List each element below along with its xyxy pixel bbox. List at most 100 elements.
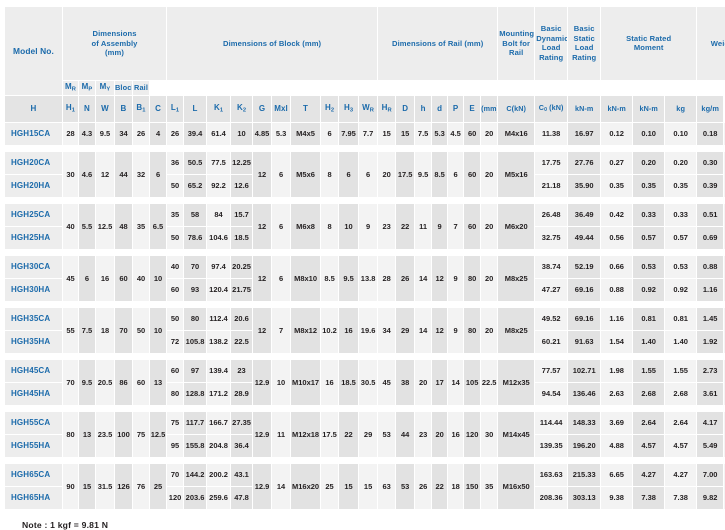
sub-y: Y	[106, 86, 110, 92]
block-L1-cell: 65.2	[184, 175, 207, 198]
static-load-cell: 91.63	[568, 331, 601, 354]
block-K1-cell: 18.5	[231, 227, 253, 250]
block-Mxl-cell: M10x17	[291, 360, 321, 406]
sub-1: 1	[72, 108, 75, 114]
block-L-cell: 104.6	[207, 227, 231, 250]
mounting-bolt-cell: M12x35	[498, 360, 535, 406]
rail-P-cell: 105	[464, 360, 481, 406]
block-L1-cell: 78.6	[184, 227, 207, 250]
block-C-cell: 75	[167, 412, 184, 435]
header-col-P: P	[448, 96, 464, 123]
moment-mp-cell: 2.64	[633, 412, 665, 435]
block-H3-cell: 7.7	[359, 123, 378, 146]
rail-P-cell: 80	[464, 308, 481, 354]
block-K2-cell: 12.9	[253, 464, 272, 510]
block-Mxl-cell: M8x12	[291, 308, 321, 354]
header-col-N: N	[79, 96, 96, 123]
dynamic-load-cell: 11.38	[535, 123, 568, 146]
moment-my-cell: 0.33	[665, 204, 697, 227]
static-load-cell: 69.16	[568, 308, 601, 331]
block-C-cell: 120	[167, 487, 184, 510]
header-unit-mr: kN-m	[568, 96, 601, 123]
rail-P-cell: 150	[464, 464, 481, 510]
rail-D-cell: 11	[415, 204, 432, 250]
header-moment-mr: MR	[63, 80, 79, 95]
moment-mr-cell: 1.54	[601, 331, 633, 354]
block-G-cell: 11	[272, 412, 291, 458]
header-col-C: C	[150, 96, 167, 123]
header-unit-rail-kgm: kg/m	[697, 96, 724, 123]
block-H2-cell: 15	[339, 464, 359, 510]
block-L1-cell: 117.7	[184, 412, 207, 435]
note-text: Note : 1 kgf = 9.81 N	[22, 520, 721, 530]
block-G-cell: 6	[272, 152, 291, 198]
rail-E-cell: 20	[481, 256, 498, 302]
moment-my-cell: 1.40	[665, 331, 697, 354]
block-T-cell: 8	[321, 152, 339, 198]
specification-table: Model No. Dimensions of Assembly (mm) Di…	[4, 6, 725, 510]
rail-HR-cell: 26	[396, 256, 415, 302]
assembly-B-cell: 76	[133, 464, 150, 510]
moment-mr-cell: 0.35	[601, 175, 633, 198]
block-H2-cell: 10	[339, 204, 359, 250]
moment-mr-cell: 1.16	[601, 308, 633, 331]
block-G-cell: 14	[272, 464, 291, 510]
header-col-d: d	[432, 96, 448, 123]
block-G-cell: 10	[272, 360, 291, 406]
block-C-cell: 70	[167, 464, 184, 487]
rail-d-cell: 14	[448, 360, 464, 406]
static-load-cell: 136.46	[568, 383, 601, 406]
assembly-B-cell: 40	[133, 256, 150, 302]
block-weight-cell: 0.88	[697, 256, 724, 279]
block-L1-cell: 97	[184, 360, 207, 383]
rail-E-cell: 30	[481, 412, 498, 458]
block-K2-cell: 4.85	[253, 123, 272, 146]
block-weight-cell: 0.39	[697, 175, 724, 198]
header-col-K2: K2	[231, 96, 253, 123]
moment-mr-cell: 0.66	[601, 256, 633, 279]
rail-HR-cell: 15	[396, 123, 415, 146]
header-group-assembly: Dimensions of Assembly (mm)	[63, 7, 167, 81]
sub-r: R	[370, 108, 374, 114]
rail-HR-cell: 38	[396, 360, 415, 406]
rail-D-cell: 9.5	[415, 152, 432, 198]
model-name-cell: HGH55HA	[5, 435, 63, 458]
block-H3-cell: 29	[359, 412, 378, 458]
rail-h-cell: 12	[432, 256, 448, 302]
block-H3-cell: 6	[359, 152, 378, 198]
header-unit-dynamic: C(kN)	[498, 96, 535, 123]
block-L-cell: 97.4	[207, 256, 231, 279]
block-T-cell: 10.2	[321, 308, 339, 354]
assembly-W-cell: 60	[115, 256, 133, 302]
header-col-K1: K1	[207, 96, 231, 123]
mounting-bolt-cell: M5x16	[498, 152, 535, 198]
moment-my-cell: 0.53	[665, 256, 697, 279]
assembly-W-cell: 44	[115, 152, 133, 198]
block-L-cell: 259.6	[207, 487, 231, 510]
assembly-N-cell: 9.5	[96, 123, 115, 146]
block-C-cell: 36	[167, 152, 184, 175]
block-K1-cell: 36.4	[231, 435, 253, 458]
block-L-cell: 77.5	[207, 152, 231, 175]
rail-E-cell: 22.5	[481, 360, 498, 406]
header-group-dynamic-load: Basic Dynamic Load Rating	[535, 7, 568, 81]
block-H2-cell: 22	[339, 412, 359, 458]
dyn-line-1: Basic	[541, 24, 562, 33]
block-K1-cell: 20.6	[231, 308, 253, 331]
model-name-cell: HGH20HA	[5, 175, 63, 198]
moment-line-1: Static Rated	[626, 34, 671, 43]
dynamic-load-cell: 77.57	[535, 360, 568, 383]
dynamic-load-cell: 32.75	[535, 227, 568, 250]
assembly-W-cell: 34	[115, 123, 133, 146]
assembly-B1-cell: 25	[150, 464, 167, 510]
moment-mp-cell: 0.81	[633, 308, 665, 331]
static-load-cell: 303.13	[568, 487, 601, 510]
header-moment-mp: MP	[79, 80, 96, 95]
block-Mxl-cell: M4x5	[291, 123, 321, 146]
rail-WR-cell: 34	[378, 308, 396, 354]
header-col-H2: H2	[321, 96, 339, 123]
assembly-B-cell: 75	[133, 412, 150, 458]
header-col-B1: B1	[133, 96, 150, 123]
static-load-cell: 35.90	[568, 175, 601, 198]
